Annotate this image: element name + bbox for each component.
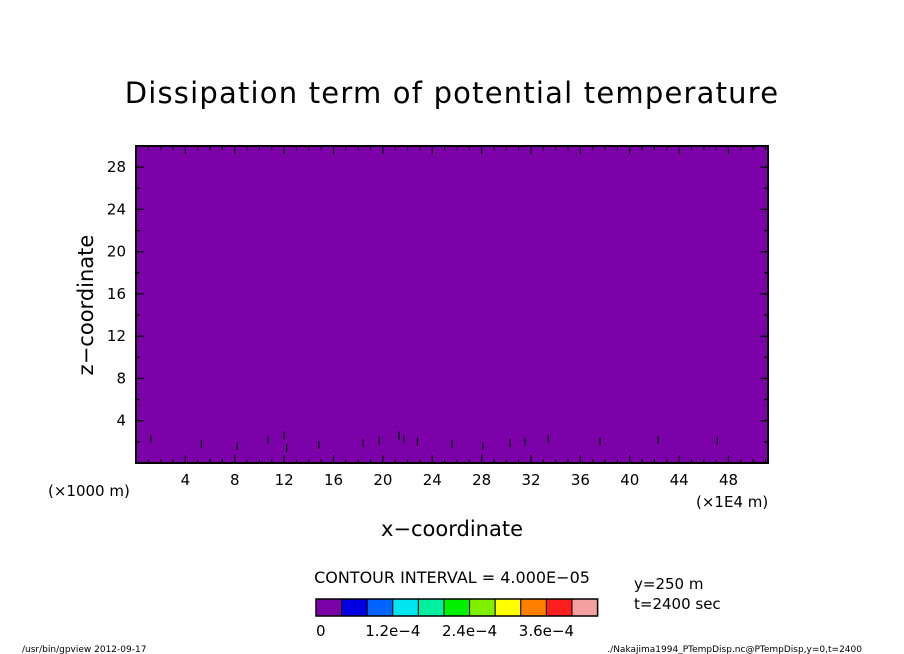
x-tick-label: 4 [181,471,191,489]
x-tick-label: 8 [230,471,240,489]
colorbar-cell-10 [571,598,599,617]
colorbar-cell-1 [341,598,368,617]
plot-area-field [136,146,768,463]
x-tick-label: 24 [423,471,442,489]
x-axis-label: x−coordinate [381,517,523,541]
colorbar-tick-label: 3.6e−4 [519,622,574,640]
colorbar-cell-5 [443,598,471,617]
footer-left: /usr/bin/gpview 2012-09-17 [22,645,146,654]
colorbar-cell-8 [520,598,547,617]
colorbar-tick-label: 2.4e−4 [442,622,497,640]
colorbar-tick-label: 1.2e−4 [365,622,420,640]
x-tick-label: 44 [670,471,689,489]
x-tick-label: 40 [620,471,639,489]
x-tick-labels: 4 8 12 16 20 24 28 32 36 40 44 48 [181,471,738,489]
y-tick-label: 24 [107,200,126,218]
near-surface-specks [150,431,718,453]
axis-ticks [136,146,768,463]
colorbar-cell-9 [545,598,573,617]
y-tick-label: 4 [116,412,126,430]
x-tick-label: 12 [275,471,294,489]
footer-right: ./Nakajima1994_PTempDisp.nc@PTempDisp,y=… [607,645,862,654]
colorbar-cell-7 [494,598,522,617]
x-tick-label: 28 [472,471,491,489]
y-tick-labels: 4 8 12 16 20 24 28 [107,158,126,430]
x-units-label: (×1E4 m) [696,493,768,511]
info-y-value: y=250 m [634,575,703,593]
contour-interval-label: CONTOUR INTERVAL = 4.000E−05 [314,568,590,587]
x-tick-label: 32 [521,471,540,489]
y-tick-label: 16 [107,285,126,303]
colorbar-tick-label: 0 [316,622,326,640]
x-tick-label: 20 [373,471,392,489]
plot-frame [135,145,769,464]
colorbar [315,598,599,617]
x-tick-label: 48 [719,471,738,489]
y-tick-label: 28 [107,158,126,176]
y-units-label: (×1000 m) [48,482,130,500]
info-time-value: t=2400 sec [634,595,721,613]
colorbar-cell-0 [315,598,343,617]
y-tick-label: 20 [107,243,126,261]
colorbar-cell-2 [366,598,394,617]
colorbar-cell-4 [417,598,445,617]
colorbar-tick-labels: 0 1.2e−4 2.4e−4 3.6e−4 [316,622,574,640]
x-tick-label: 16 [324,471,343,489]
colorbar-frame [315,598,599,617]
y-tick-label: 12 [107,327,126,345]
x-tick-label: 36 [571,471,590,489]
chart-title: Dissipation term of potential temperatur… [125,76,780,110]
colorbar-cell-6 [469,598,496,617]
colorbar-cell-3 [392,598,419,617]
y-tick-label: 8 [116,369,126,387]
y-axis-label: z−coordinate [74,235,98,376]
